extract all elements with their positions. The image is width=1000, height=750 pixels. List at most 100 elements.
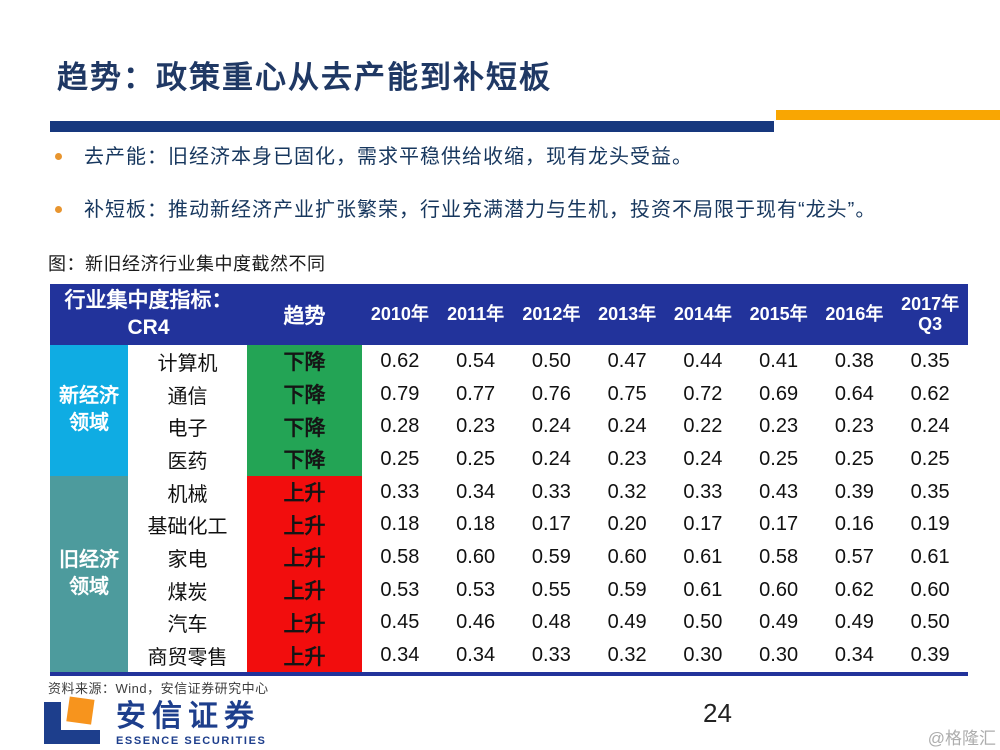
source-note: 资料来源：Wind，安信证券研究中心 [48, 681, 269, 696]
trend-cell: 下降 [247, 345, 362, 378]
value-cell: 0.60 [759, 578, 799, 601]
value-cell: 0.46 [456, 611, 496, 634]
table-row: 机械 上升 0.33 0.34 0.33 0.32 0.33 0.43 0.39 0.35 [128, 475, 968, 509]
value-cell: 0.62 [910, 382, 950, 405]
value-cell: 0.24 [910, 415, 950, 438]
header-year-cell: 2015年 [749, 303, 808, 324]
value-cell: 0.45 [380, 611, 420, 634]
value-cell: 0.55 [531, 578, 571, 601]
value-cell: 0.30 [759, 644, 799, 667]
value-cell: 0.41 [759, 349, 799, 372]
trend-cell: 上升 [247, 606, 362, 640]
bullet-item: 补短板：推动新经济产业扩张繁荣，行业充满潜力与生机，投资不局限于现有“龙头”。 [55, 197, 985, 223]
value-cell: 0.44 [683, 349, 723, 372]
value-cell: 0.43 [759, 480, 799, 503]
value-cell: 0.61 [683, 578, 723, 601]
group-label: 新经济 领域 [50, 345, 128, 476]
table-group-column: 新经济 领域 旧经济 领域 [50, 345, 128, 672]
industry-name: 商贸零售 [147, 647, 228, 670]
value-cell: 0.28 [380, 415, 420, 438]
value-cell: 0.18 [380, 513, 420, 536]
value-cell: 0.72 [683, 382, 723, 405]
trend-cell: 下降 [247, 410, 362, 444]
value-cell: 0.48 [531, 611, 571, 634]
value-cell: 0.17 [531, 513, 571, 536]
value-cell: 0.23 [456, 415, 496, 438]
bullet-list: 去产能：旧经济本身已固化，需求平稳供给收缩，现有龙头受益。 补短板：推动新经济产… [55, 144, 985, 250]
page-title: 趋势：政策重心从去产能到补短板 [57, 60, 552, 95]
value-cell: 0.20 [607, 513, 647, 536]
value-cell: 0.30 [683, 644, 723, 667]
header-indicator-cell: 行业集中度指标： CR4 [64, 289, 233, 339]
table-caption: 图：新旧经济行业集中度截然不同 [48, 254, 326, 274]
table-rows: 计算机 下降 0.62 0.54 0.50 0.47 0.44 0.41 0.38 0.35 通信下… [128, 345, 968, 672]
value-cell: 0.49 [759, 611, 799, 634]
industry-name: 煤炭 [167, 581, 208, 604]
logo-name-cn: 安信证券 [116, 700, 260, 733]
table-row: 煤炭 上升 0.53 0.53 0.55 0.59 0.61 0.60 0.62 0.60 [128, 573, 968, 607]
industry-name: 计算机 [157, 352, 218, 375]
value-cell: 0.24 [531, 447, 571, 470]
value-cell: 0.62 [380, 349, 420, 372]
value-cell: 0.64 [834, 382, 874, 405]
header-year-cell: 2011年 [447, 303, 505, 324]
bullet-dot-icon [55, 153, 62, 160]
industry-name: 机械 [167, 483, 208, 506]
value-cell: 0.19 [910, 513, 950, 536]
value-cell: 0.32 [607, 644, 647, 667]
page-number: 24 [703, 698, 732, 728]
value-cell: 0.23 [607, 447, 647, 470]
value-cell: 0.32 [607, 480, 647, 503]
title-underline-bar [50, 121, 774, 132]
value-cell: 0.75 [607, 382, 647, 405]
value-cell: 0.59 [531, 545, 571, 568]
value-cell: 0.53 [456, 578, 496, 601]
value-cell: 0.39 [910, 644, 950, 667]
value-cell: 0.16 [834, 513, 874, 536]
value-cell: 0.38 [834, 349, 874, 372]
table-row: 汽车 上升 0.45 0.46 0.48 0.49 0.50 0.49 0.49 0.50 [128, 606, 968, 640]
value-cell: 0.24 [531, 415, 571, 438]
logo-text: 安信证券 ESSENCE SECURITIES [116, 696, 266, 747]
table-row: 商贸零售 上升 0.34 0.34 0.33 0.32 0.30 0.30 0.34 0.39 [128, 639, 968, 672]
trend-cell: 下降 [247, 377, 362, 411]
value-cell: 0.23 [759, 415, 799, 438]
table-row: 电子 下降 0.28 0.23 0.24 0.24 0.22 0.23 0.23 0.24 [128, 410, 968, 444]
bullet-text: 去产能：旧经济本身已固化，需求平稳供给收缩，现有龙头受益。 [84, 146, 693, 168]
industry-name: 家电 [167, 548, 208, 571]
header-year-cell: 2012年 [522, 303, 581, 324]
value-cell: 0.79 [380, 382, 420, 405]
value-cell: 0.33 [380, 480, 420, 503]
industry-name: 医药 [167, 450, 208, 473]
value-cell: 0.62 [834, 578, 874, 601]
value-cell: 0.50 [683, 611, 723, 634]
bullet-text: 补短板：推动新经济产业扩张繁荣，行业充满潜力与生机，投资不局限于现有“龙头”。 [84, 199, 877, 221]
trend-cell: 上升 [247, 475, 362, 509]
value-cell: 0.54 [456, 349, 496, 372]
value-cell: 0.35 [910, 349, 950, 372]
value-cell: 0.33 [683, 480, 723, 503]
logo-mark-icon [44, 696, 100, 744]
bullet-dot-icon [55, 206, 62, 213]
industry-name: 基础化工 [147, 516, 228, 539]
table-row: 通信 下降 0.79 0.77 0.76 0.75 0.72 0.69 0.64 0.62 [128, 377, 968, 411]
value-cell: 0.61 [683, 545, 723, 568]
table-body: 新经济 领域 旧经济 领域 计算机 下降 0.62 0.54 0.50 0.47 0.44 0.… [50, 345, 968, 676]
industry-name: 电子 [167, 418, 208, 441]
value-cell: 0.17 [683, 513, 723, 536]
value-cell: 0.59 [607, 578, 647, 601]
trend-cell: 上升 [247, 541, 362, 574]
value-cell: 0.33 [531, 480, 571, 503]
value-cell: 0.53 [380, 578, 420, 601]
value-cell: 0.76 [531, 382, 571, 405]
value-cell: 0.49 [834, 611, 874, 634]
header-year-cell: 2010年 [370, 303, 429, 324]
header-year-cell: 2017年 Q3 [901, 293, 960, 334]
table-row: 计算机 下降 0.62 0.54 0.50 0.47 0.44 0.41 0.38 0.35 [128, 345, 968, 378]
value-cell: 0.60 [607, 545, 647, 568]
trend-cell: 上升 [247, 639, 362, 672]
trend-cell: 上升 [247, 573, 362, 607]
value-cell: 0.23 [834, 415, 874, 438]
value-cell: 0.58 [759, 545, 799, 568]
table-row: 家电 上升 0.58 0.60 0.59 0.60 0.61 0.58 0.57 0.61 [128, 541, 968, 574]
